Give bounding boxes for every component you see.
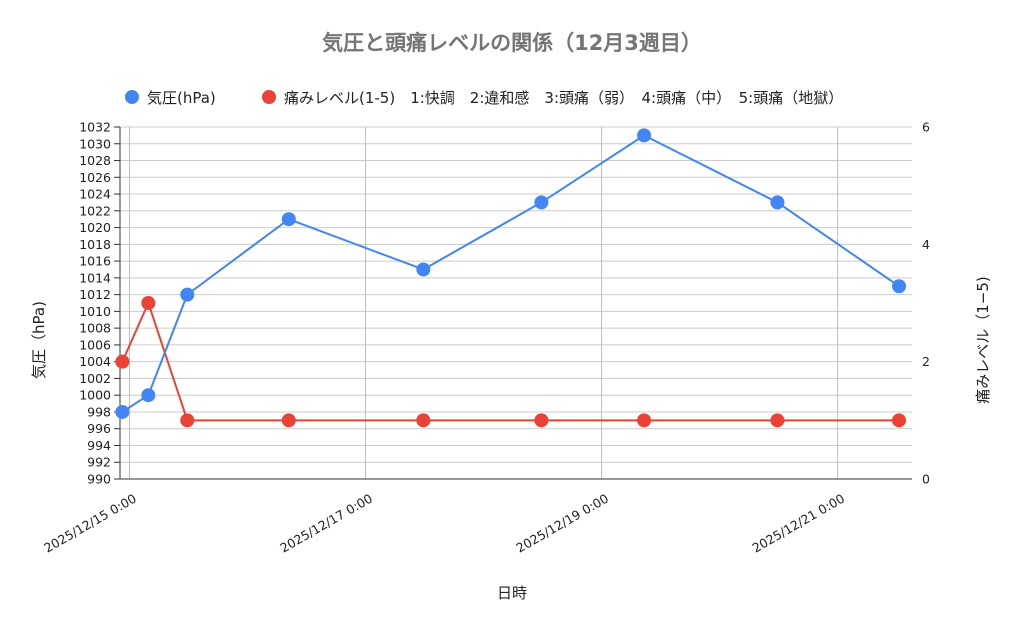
y-left-tick-label: 1000 xyxy=(79,388,111,403)
data-point-pain xyxy=(892,413,907,428)
y-left-tick-label: 1002 xyxy=(79,371,111,386)
data-point-pain xyxy=(416,413,431,428)
legend-item-pressure[interactable]: 気圧(hPa) xyxy=(125,89,216,107)
data-point-pressure xyxy=(416,262,431,277)
y-left-tick-label: 994 xyxy=(87,438,111,453)
y-left-tick-label: 992 xyxy=(87,455,111,470)
y-left-tick-label: 1032 xyxy=(79,120,111,135)
y-left-tick-label: 1016 xyxy=(79,254,111,269)
y-left-tick-label: 998 xyxy=(87,404,111,419)
x-tick-label: 2025/12/17 0:00 xyxy=(277,491,375,556)
data-point-pressure xyxy=(180,287,195,302)
y-left-tick-label: 1020 xyxy=(79,220,111,235)
data-point-pain xyxy=(637,413,652,428)
data-point-pressure xyxy=(892,279,907,294)
series xyxy=(115,128,907,428)
data-point-pain xyxy=(180,413,195,428)
data-point-pain xyxy=(534,413,549,428)
y-axis-left-label: 気圧（hPa) xyxy=(30,301,48,379)
legend-label-pain: 痛みレベル(1-5) 1:快調 2:違和感 3:頭痛（弱） 4:頭痛（中） 5:… xyxy=(284,89,843,107)
y-left-tick-label: 1008 xyxy=(79,321,111,336)
data-point-pressure xyxy=(770,195,785,210)
y-left-tick-label: 1006 xyxy=(79,337,111,352)
data-point-pressure xyxy=(281,212,296,227)
legend-item-pain[interactable]: 痛みレベル(1-5) 1:快調 2:違和感 3:頭痛（弱） 4:頭痛（中） 5:… xyxy=(262,89,843,107)
x-tick-label: 2025/12/19 0:00 xyxy=(513,491,611,556)
data-point-pain xyxy=(770,413,785,428)
x-tick-label: 2025/12/21 0:00 xyxy=(749,491,847,556)
data-point-pressure xyxy=(115,404,130,419)
data-point-pressure xyxy=(141,388,156,403)
y-left-tick-label: 1004 xyxy=(79,354,111,369)
y-left-tick-label: 996 xyxy=(87,421,111,436)
y-left-tick-label: 1018 xyxy=(79,237,111,252)
x-axis-label: 日時 xyxy=(497,584,527,602)
chart-title: 気圧と頭痛レベルの関係（12月3週目） xyxy=(322,31,702,55)
legend: 気圧(hPa) 痛みレベル(1-5) 1:快調 2:違和感 3:頭痛（弱） 4:… xyxy=(125,89,843,107)
y-left-tick-label: 1022 xyxy=(79,203,111,218)
y-right-tick-label: 2 xyxy=(922,354,930,369)
y-left-tick-label: 1014 xyxy=(79,270,111,285)
legend-marker-pain xyxy=(262,90,276,104)
y-left-tick-label: 1012 xyxy=(79,287,111,302)
y-axis-right-label: 痛みレベル（1−5) xyxy=(974,276,992,404)
data-point-pain xyxy=(115,354,130,369)
y-left-tick-label: 1024 xyxy=(79,187,111,202)
y-left-tick-label: 1028 xyxy=(79,153,111,168)
y-left-tick-label: 1026 xyxy=(79,170,111,185)
y-left-tick-label: 990 xyxy=(87,472,111,487)
y-right-tick-label: 4 xyxy=(922,237,930,252)
legend-label-pressure: 気圧(hPa) xyxy=(147,89,216,107)
data-point-pressure xyxy=(534,195,549,210)
y-left-tick-label: 1010 xyxy=(79,304,111,319)
series-pain xyxy=(115,296,907,428)
y-right-tick-label: 0 xyxy=(922,472,930,487)
grid xyxy=(120,126,912,480)
legend-marker-pressure xyxy=(125,90,139,104)
series-pressure xyxy=(115,128,907,419)
data-point-pain xyxy=(281,413,296,428)
y-right-tick-label: 6 xyxy=(922,120,930,135)
data-point-pain xyxy=(141,296,156,310)
x-tick-label: 2025/12/15 0:00 xyxy=(41,491,139,556)
axes: 9909929949969981000100210041006100810101… xyxy=(41,120,930,556)
data-point-pressure xyxy=(637,128,652,143)
y-left-tick-label: 1030 xyxy=(79,136,111,151)
